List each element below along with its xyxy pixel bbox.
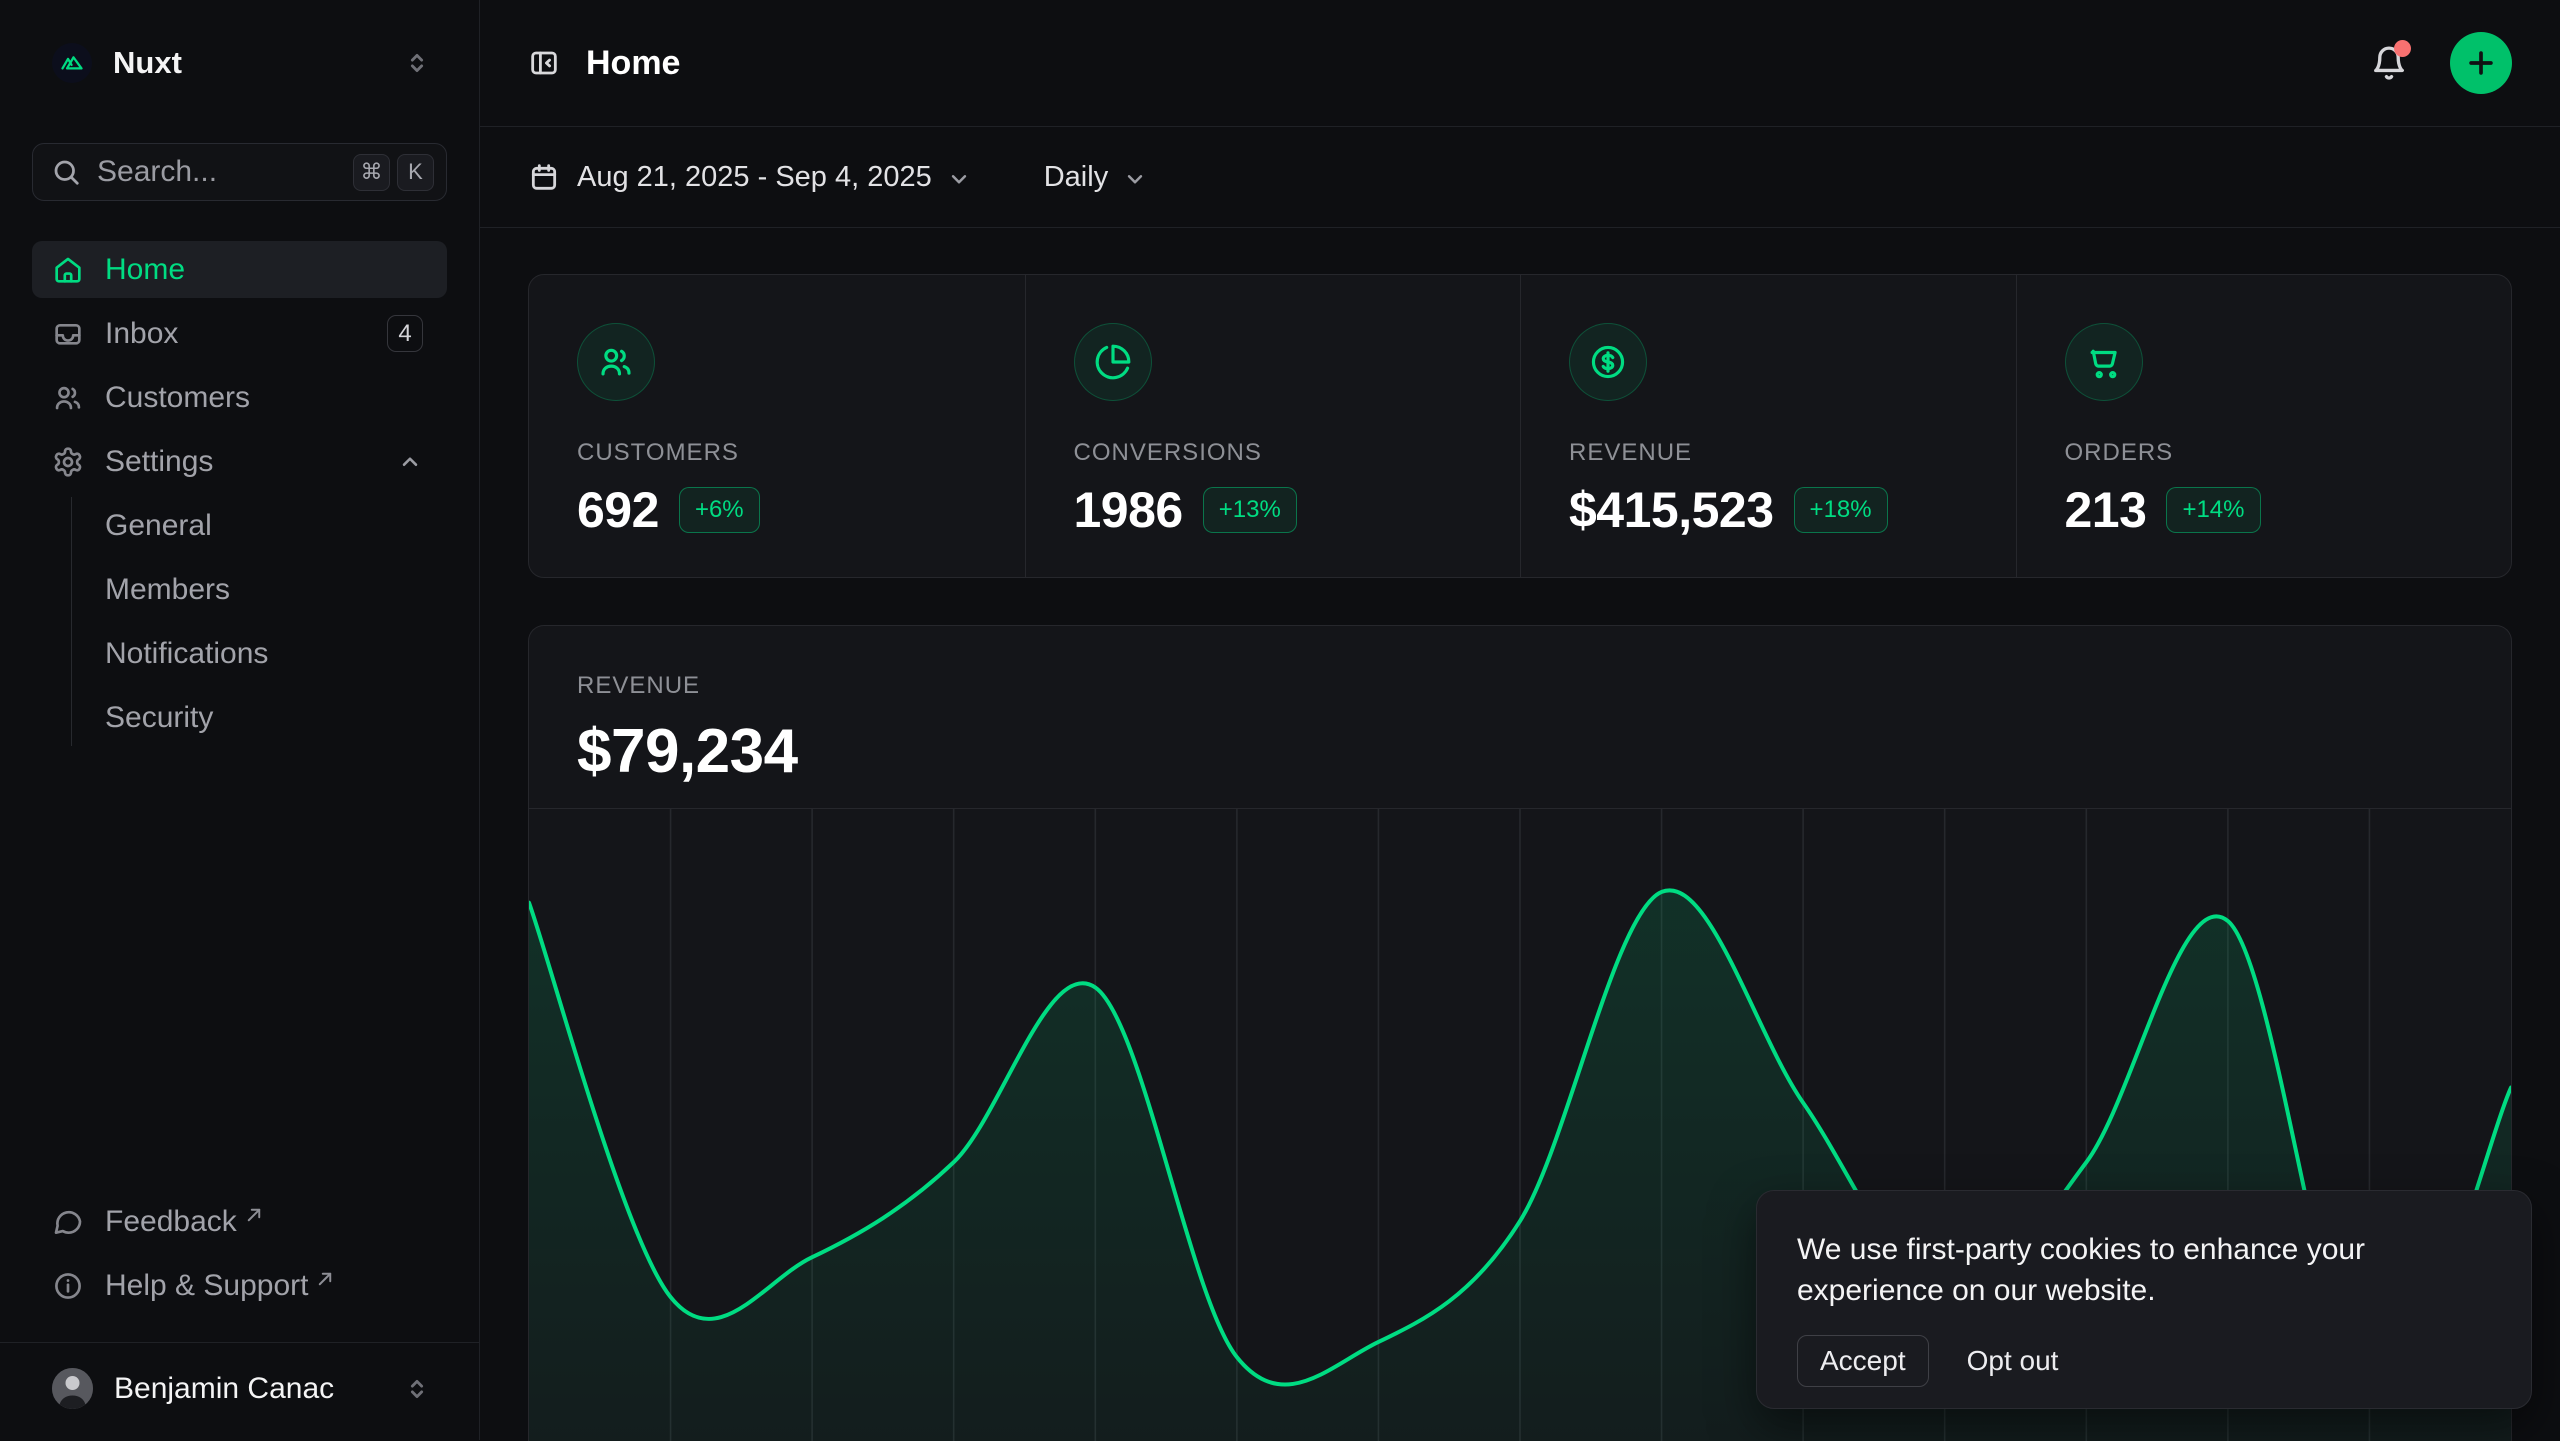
stat-delta-badge: +6% bbox=[679, 487, 760, 533]
settings-submenu: General Members Notifications Security bbox=[71, 497, 447, 746]
revenue-panel-header: REVENUE $79,234 bbox=[529, 626, 2511, 808]
sidebar-item-feedback[interactable]: Feedback bbox=[32, 1193, 447, 1250]
stat-card-revenue[interactable]: REVENUE $415,523 +18% bbox=[1520, 275, 2016, 577]
header-actions bbox=[2364, 32, 2512, 94]
date-range-value: Aug 21, 2025 - Sep 4, 2025 bbox=[577, 161, 932, 194]
users-icon bbox=[577, 323, 655, 401]
sidebar-item-members[interactable]: Members bbox=[105, 561, 447, 618]
chevron-down-icon bbox=[1122, 166, 1148, 192]
sidebar-item-settings[interactable]: Settings bbox=[32, 433, 447, 490]
stat-card-customers[interactable]: CUSTOMERS 692 +6% bbox=[529, 275, 1025, 577]
sidebar-nav: Home Inbox 4 Customers bbox=[32, 241, 447, 753]
stat-card-conversions[interactable]: CONVERSIONS 1986 +13% bbox=[1025, 275, 1521, 577]
notifications-button[interactable] bbox=[2364, 38, 2414, 88]
notification-dot bbox=[2394, 40, 2411, 57]
workspace-name: Nuxt bbox=[113, 45, 182, 81]
sidebar-item-general[interactable]: General bbox=[105, 497, 447, 554]
sidebar-item-label: Customers bbox=[105, 381, 250, 415]
message-bubble-icon bbox=[52, 1206, 84, 1238]
chevron-updown-icon bbox=[403, 49, 431, 77]
sidebar-item-label: Feedback bbox=[105, 1205, 237, 1239]
users-icon bbox=[52, 382, 84, 414]
workspace-switcher[interactable]: Nuxt bbox=[32, 36, 447, 90]
stat-value: 692 bbox=[577, 481, 659, 539]
stat-value: 1986 bbox=[1074, 481, 1183, 539]
stat-delta-badge: +14% bbox=[2166, 487, 2260, 533]
inbox-icon bbox=[52, 318, 84, 350]
kbd-cmd: ⌘ bbox=[353, 154, 390, 191]
stat-card-orders[interactable]: ORDERS 213 +14% bbox=[2016, 275, 2512, 577]
sidebar-item-label: Settings bbox=[105, 445, 213, 479]
add-button[interactable] bbox=[2450, 32, 2512, 94]
stat-label: REVENUE bbox=[1569, 439, 2016, 467]
sub-item-label: General bbox=[105, 509, 212, 543]
page-title: Home bbox=[586, 44, 680, 83]
stat-value: 213 bbox=[2065, 481, 2147, 539]
sub-item-label: Members bbox=[105, 573, 230, 607]
inbox-count-badge: 4 bbox=[387, 315, 423, 352]
user-menu[interactable]: Benjamin Canac bbox=[32, 1343, 447, 1440]
nuxt-logo-icon bbox=[52, 43, 92, 83]
external-link-icon bbox=[245, 1206, 263, 1224]
search-input[interactable] bbox=[97, 155, 346, 189]
cookie-message: We use first-party cookies to enhance yo… bbox=[1797, 1229, 2491, 1311]
external-link-icon bbox=[316, 1270, 334, 1288]
sidebar-item-inbox[interactable]: Inbox 4 bbox=[32, 305, 447, 362]
stat-delta-badge: +18% bbox=[1794, 487, 1888, 533]
filters-toolbar: Aug 21, 2025 - Sep 4, 2025 Daily bbox=[480, 127, 2560, 228]
stat-value: $415,523 bbox=[1569, 481, 1774, 539]
revenue-label: REVENUE bbox=[577, 672, 2463, 700]
sidebar-item-label: Help & Support bbox=[105, 1269, 308, 1303]
chevron-updown-icon bbox=[403, 1375, 431, 1403]
stat-label: CONVERSIONS bbox=[1074, 439, 1521, 467]
cookie-actions: Accept Opt out bbox=[1797, 1335, 2491, 1387]
sidebar-item-help-support[interactable]: Help & Support bbox=[32, 1257, 447, 1314]
sub-item-label: Notifications bbox=[105, 637, 268, 671]
collapse-sidebar-button[interactable] bbox=[528, 47, 560, 79]
stat-label: CUSTOMERS bbox=[577, 439, 1025, 467]
cookie-banner: We use first-party cookies to enhance yo… bbox=[1756, 1190, 2532, 1409]
cart-icon bbox=[2065, 323, 2143, 401]
granularity-value: Daily bbox=[1044, 161, 1108, 194]
chevron-up-icon bbox=[397, 449, 423, 475]
search-bar[interactable]: ⌘ K bbox=[32, 143, 447, 201]
granularity-select[interactable]: Daily bbox=[1044, 161, 1148, 194]
sidebar-item-label: Inbox bbox=[105, 317, 178, 351]
info-circle-icon bbox=[52, 1270, 84, 1302]
sidebar-item-customers[interactable]: Customers bbox=[32, 369, 447, 426]
page-header: Home bbox=[480, 0, 2560, 127]
sidebar: Nuxt ⌘ K Home bbox=[0, 0, 480, 1440]
circle-dollar-icon bbox=[1569, 323, 1647, 401]
sidebar-item-notifications[interactable]: Notifications bbox=[105, 625, 447, 682]
gear-icon bbox=[52, 446, 84, 478]
date-range-picker[interactable]: Aug 21, 2025 - Sep 4, 2025 bbox=[528, 161, 972, 194]
avatar bbox=[52, 1368, 93, 1409]
kbd-k: K bbox=[397, 154, 434, 191]
opt-out-button[interactable]: Opt out bbox=[1961, 1336, 2065, 1386]
sidebar-spacer bbox=[32, 753, 447, 1193]
accept-button[interactable]: Accept bbox=[1797, 1335, 1929, 1387]
calendar-icon bbox=[528, 161, 560, 193]
stat-label: ORDERS bbox=[2065, 439, 2512, 467]
home-icon bbox=[52, 254, 84, 286]
sidebar-item-home[interactable]: Home bbox=[32, 241, 447, 298]
stat-delta-badge: +13% bbox=[1203, 487, 1297, 533]
sidebar-item-label: Home bbox=[105, 253, 185, 287]
pie-chart-icon bbox=[1074, 323, 1152, 401]
sub-item-label: Security bbox=[105, 701, 213, 735]
search-icon bbox=[51, 157, 81, 187]
sidebar-item-security[interactable]: Security bbox=[105, 689, 447, 746]
user-name: Benjamin Canac bbox=[114, 1372, 334, 1406]
revenue-value: $79,234 bbox=[577, 716, 2463, 787]
stats-panel: CUSTOMERS 692 +6% CONVERSIONS 1986 +13% bbox=[528, 274, 2512, 578]
chevron-down-icon bbox=[946, 166, 972, 192]
